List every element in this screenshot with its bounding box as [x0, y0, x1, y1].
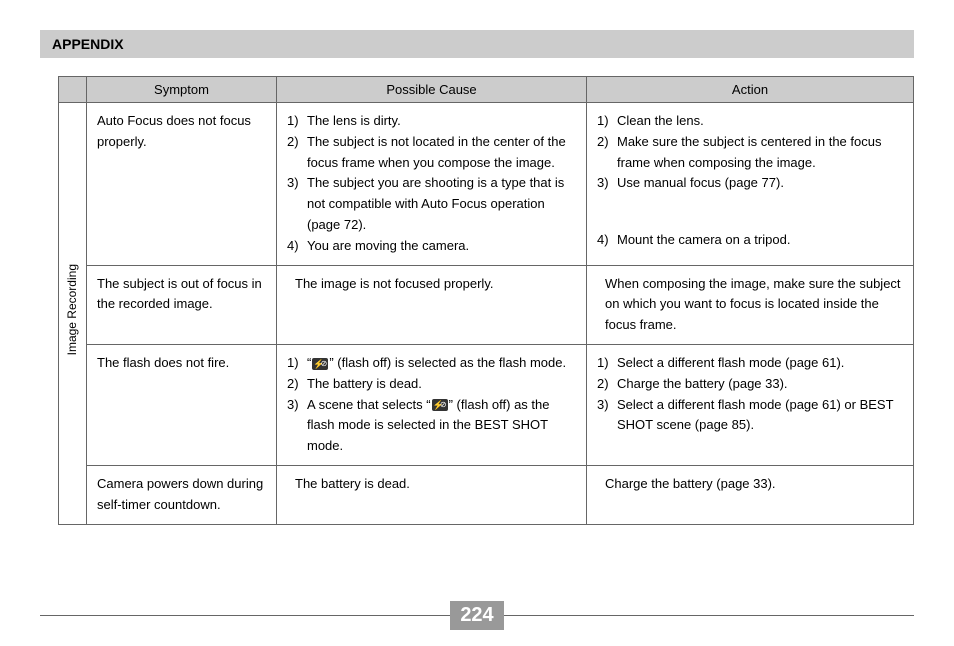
page-number-box: 224	[450, 601, 504, 630]
list-item: 2)The subject is not located in the cent…	[287, 132, 576, 174]
symptom-cell: Auto Focus does not focus properly.	[87, 103, 277, 266]
header-spacer	[59, 77, 87, 103]
table-row: Camera powers down during self-timer cou…	[59, 465, 914, 524]
list-item: 3)Select a different flash mode (page 61…	[597, 395, 903, 437]
col-symptom: Symptom	[87, 77, 277, 103]
table-row: Image RecordingAuto Focus does not focus…	[59, 103, 914, 266]
symptom-cell: The subject is out of focus in the recor…	[87, 265, 277, 344]
list-item: 1)The lens is dirty.	[287, 111, 576, 132]
list-item: 3)The subject you are shooting is a type…	[287, 173, 576, 235]
section-header: APPENDIX	[40, 30, 914, 58]
symptom-cell: The flash does not fire.	[87, 344, 277, 465]
list-item: 4)You are moving the camera.	[287, 236, 576, 257]
page-footer: 224	[40, 600, 914, 630]
table-header-row: Symptom Possible Cause Action	[59, 77, 914, 103]
col-action: Action	[587, 77, 914, 103]
cause-cell: The image is not focused properly.	[277, 265, 587, 344]
category-cell: Image Recording	[59, 103, 87, 525]
table-row: The subject is out of focus in the recor…	[59, 265, 914, 344]
list-item: 1)Select a different flash mode (page 61…	[597, 353, 903, 374]
cause-cell: 1)“” (flash off) is selected as the flas…	[277, 344, 587, 465]
table-row: The flash does not fire. 1)“” (flash off)…	[59, 344, 914, 465]
action-cell: Charge the battery (page 33).	[587, 465, 914, 524]
flash-off-icon	[312, 358, 328, 370]
list-item: 2)Make sure the subject is centered in t…	[597, 132, 903, 174]
action-cell: 1)Select a different flash mode (page 61…	[587, 344, 914, 465]
flash-off-icon	[432, 399, 448, 411]
symptom-cell: Camera powers down during self-timer cou…	[87, 465, 277, 524]
cause-cell: The battery is dead.	[277, 465, 587, 524]
list-item: 2)Charge the battery (page 33).	[597, 374, 903, 395]
page-number: 224	[460, 604, 493, 626]
list-item: 3)A scene that selects “” (flash off) as…	[287, 395, 576, 457]
section-title: APPENDIX	[52, 36, 124, 52]
action-cell: 1)Clean the lens.2)Make sure the subject…	[587, 103, 914, 266]
cause-cell: 1)The lens is dirty.2)The subject is not…	[277, 103, 587, 266]
col-cause: Possible Cause	[277, 77, 587, 103]
troubleshooting-table-wrap: Symptom Possible Cause Action Image Reco…	[58, 76, 914, 525]
troubleshooting-table: Symptom Possible Cause Action Image Reco…	[58, 76, 914, 525]
action-cell: When composing the image, make sure the …	[587, 265, 914, 344]
list-item: 1)“” (flash off) is selected as the flas…	[287, 353, 576, 374]
list-item: 2)The battery is dead.	[287, 374, 576, 395]
category-label: Image Recording	[63, 264, 82, 355]
list-item: 1)Clean the lens.	[597, 111, 903, 132]
list-item: 4)Mount the camera on a tripod.	[597, 230, 903, 251]
list-item: 3)Use manual focus (page 77).	[597, 173, 903, 194]
